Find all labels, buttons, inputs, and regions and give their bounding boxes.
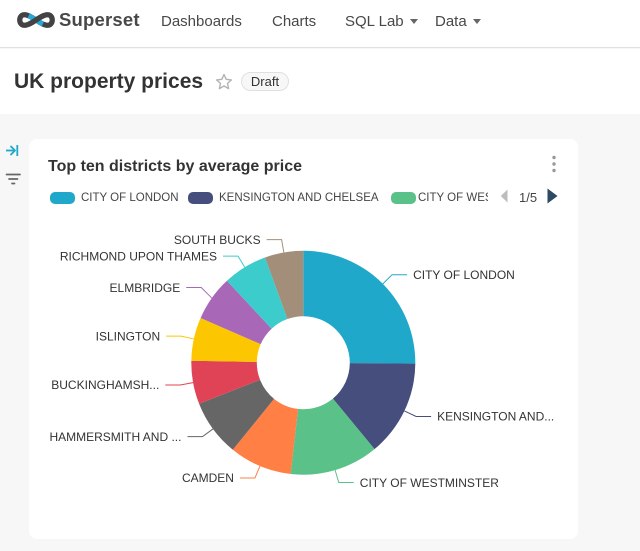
- svg-text:ELMBRIDGE: ELMBRIDGE: [110, 281, 181, 295]
- svg-text:HAMMERSMITH AND ...: HAMMERSMITH AND ...: [49, 430, 181, 444]
- svg-text:KENSINGTON AND...: KENSINGTON AND...: [437, 410, 554, 424]
- svg-text:RICHMOND UPON THAMES: RICHMOND UPON THAMES: [60, 249, 217, 263]
- svg-text:CITY OF LONDON: CITY OF LONDON: [413, 268, 515, 282]
- svg-text:CAMDEN: CAMDEN: [182, 471, 234, 485]
- svg-text:ISLINGTON: ISLINGTON: [96, 329, 160, 343]
- svg-text:BUCKINGHAMSH...: BUCKINGHAMSH...: [51, 378, 159, 392]
- svg-text:SOUTH BUCKS: SOUTH BUCKS: [174, 233, 261, 247]
- svg-text:CITY OF WESTMINSTER: CITY OF WESTMINSTER: [360, 476, 499, 490]
